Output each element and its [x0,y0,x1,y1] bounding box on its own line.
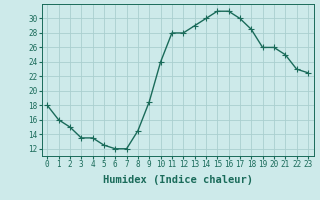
X-axis label: Humidex (Indice chaleur): Humidex (Indice chaleur) [103,175,252,185]
